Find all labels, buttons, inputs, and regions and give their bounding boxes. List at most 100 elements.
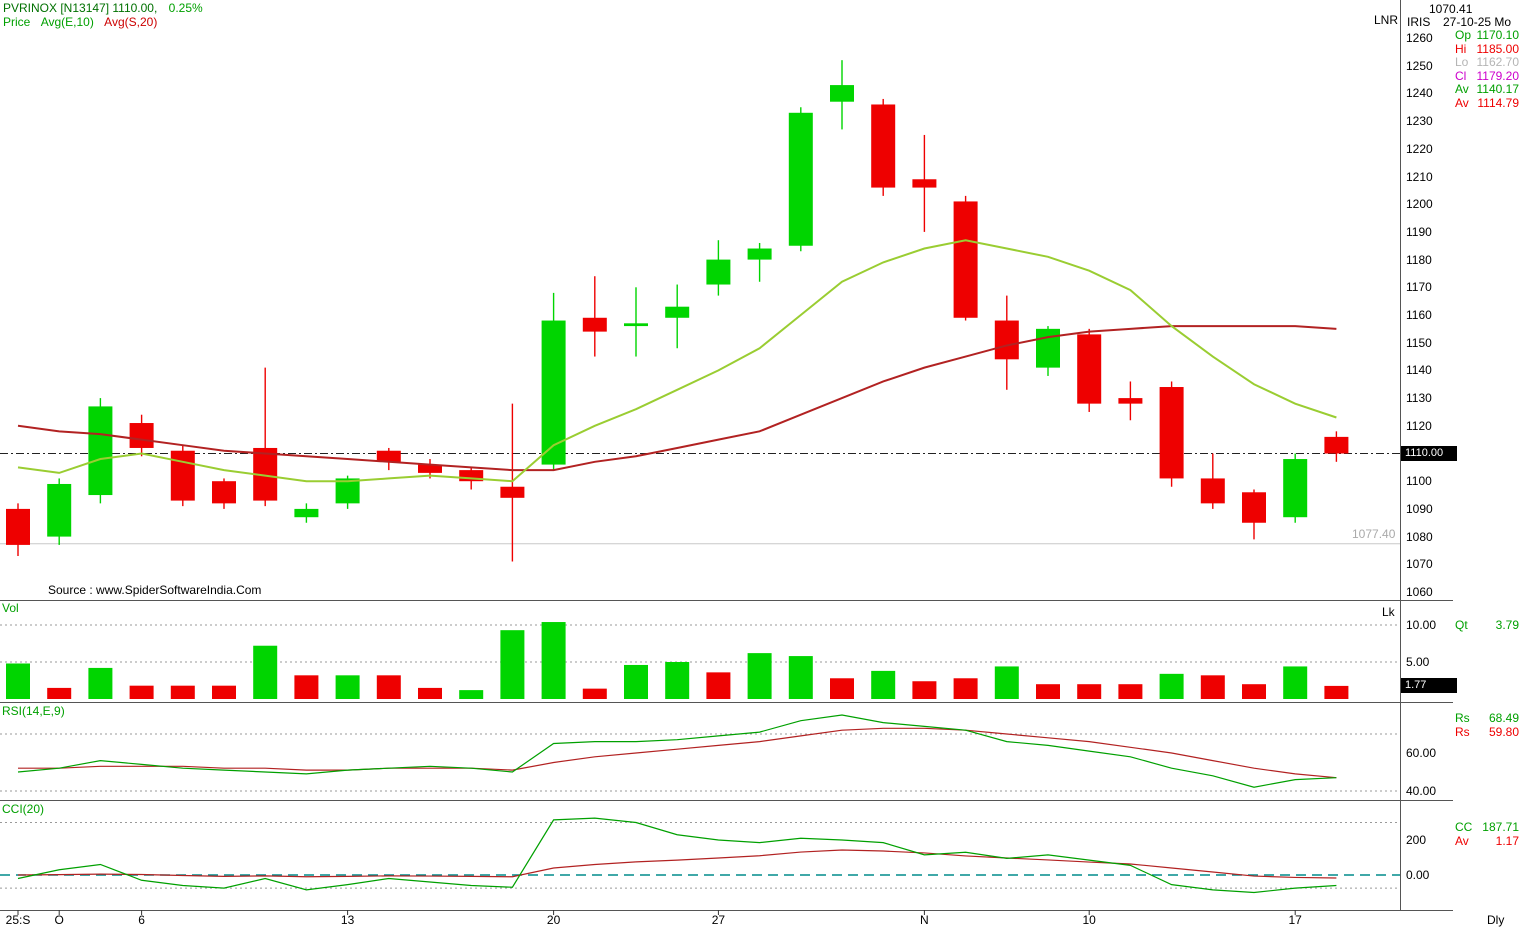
- ohlc-row: Hi 1185.00: [1455, 41, 1519, 57]
- cci-info-value: 187.71: [1482, 820, 1519, 834]
- candle-body: [624, 323, 648, 327]
- volume-bar: [953, 678, 978, 699]
- periodicity-label[interactable]: Dly: [1487, 913, 1505, 927]
- candle-body: [1159, 387, 1184, 479]
- candle-body: [88, 406, 113, 496]
- cci-avg-line: [17, 849, 1337, 879]
- info-ohlc-rows: Op 1170.10 Hi 1185.00 Lo 1162.70 Cl 1179.20 Av 11…: [1455, 28, 1520, 111]
- ohlc-value: 1162.70: [1476, 55, 1520, 70]
- ohlc-row: Op 1170.10: [1455, 28, 1520, 43]
- candle-body: [500, 486, 525, 498]
- volume-info-label: Qt: [1455, 618, 1468, 632]
- volume-bar: [1118, 684, 1143, 699]
- candle-body: [129, 423, 154, 448]
- change-percent: 0.25%: [168, 1, 203, 15]
- volume-bar: [541, 622, 566, 699]
- info-volume-rows: Qt 3.79: [1455, 618, 1519, 633]
- volume-bar: [706, 672, 731, 699]
- volume-bar: [47, 687, 72, 699]
- volume-bar: [170, 685, 195, 699]
- ohlc-label: Hi: [1455, 41, 1467, 56]
- candle-body: [459, 470, 484, 482]
- candle-body: [788, 112, 813, 246]
- ema10-line: [17, 239, 1337, 483]
- info-symbol[interactable]: IRIS: [1407, 15, 1431, 29]
- ohlc-row: Av 1114.79: [1455, 95, 1519, 111]
- ohlc-label: Lo: [1455, 55, 1469, 70]
- volume-bar: [376, 675, 401, 699]
- volume-bar: [1200, 675, 1225, 699]
- candle-body: [830, 85, 854, 102]
- volume-bar: [665, 662, 690, 699]
- candle-body: [335, 478, 360, 504]
- candle-body: [912, 179, 937, 188]
- candle-body: [541, 320, 566, 465]
- current-volume-box: 1.77: [1401, 678, 1457, 693]
- ohlc-label: Av: [1455, 82, 1469, 97]
- ohlc-label: Av: [1455, 95, 1469, 110]
- volume-bar: [912, 681, 937, 699]
- volume-bar: [871, 670, 896, 699]
- volume-bar: [582, 688, 607, 699]
- volume-panel-label[interactable]: Vol: [2, 601, 19, 615]
- candle-body: [1036, 328, 1060, 368]
- volume-bar: [212, 685, 236, 699]
- lnr-label: LNR: [1374, 13, 1399, 27]
- ohlc-row: Av 1140.17: [1455, 83, 1519, 97]
- cci-panel-label[interactable]: CCI(20): [2, 802, 45, 816]
- symbol-title-text: PVRINOX [N13147] 1110.00,: [3, 1, 158, 15]
- candle-body: [1242, 492, 1266, 523]
- volume-info-value: 3.79: [1495, 618, 1519, 632]
- ohlc-value: 1140.17: [1476, 82, 1520, 97]
- cci-info-label: Av: [1455, 833, 1469, 848]
- candle-body: [212, 481, 236, 504]
- cci-info-row: CC 187.71: [1455, 820, 1519, 835]
- rsi-panel-label[interactable]: RSI(14,E,9): [2, 704, 65, 718]
- info-date: 27-10-25 Mo: [1443, 15, 1512, 29]
- candle-body: [871, 104, 896, 188]
- candle-body: [47, 483, 72, 537]
- legend-avg-s-label[interactable]: Avg(S,20): [104, 15, 158, 29]
- volume-bar: [418, 687, 442, 699]
- candle-body: [665, 306, 690, 318]
- symbol-title: PVRINOX [N13147] 1110.00, 0.25%: [3, 1, 203, 15]
- candle-body: [1324, 436, 1349, 454]
- cci-info-row: Av 1.17: [1455, 833, 1519, 849]
- volume-bar: [459, 690, 484, 699]
- candle-body: [747, 248, 772, 260]
- volume-bar: [1283, 666, 1308, 699]
- gray-level-label: 1077.40: [1352, 527, 1396, 541]
- candle-body: [1077, 334, 1102, 404]
- candle-body: [1283, 459, 1308, 518]
- candle-body: [706, 259, 731, 285]
- volume-bar: [1242, 684, 1266, 699]
- legend-avg-e-label[interactable]: Avg(E,10): [40, 15, 94, 29]
- cci-info-label: CC: [1455, 820, 1473, 834]
- volume-bar: [788, 656, 813, 699]
- volume-bar: [88, 667, 113, 699]
- volume-bar: [129, 685, 154, 699]
- candle-body: [582, 317, 607, 332]
- volume-bar: [1036, 684, 1060, 699]
- cci-info-value: 1.17: [1495, 833, 1519, 848]
- indicator-legend: Price Avg(E,10) Avg(S,20): [3, 15, 157, 29]
- info-rsi-rows: Rs 68.49 Rs 59.80: [1455, 711, 1519, 739]
- sma20-line: [17, 325, 1337, 472]
- volume-info-row: Qt 3.79: [1455, 618, 1519, 633]
- ohlc-value: 1179.20: [1476, 68, 1520, 83]
- candle-body: [170, 450, 195, 501]
- volume-bar: [830, 678, 854, 699]
- volume-bar: [335, 675, 360, 699]
- candle-body: [294, 508, 319, 518]
- candle-body: [1118, 398, 1143, 404]
- ohlc-value: 1170.10: [1476, 28, 1520, 42]
- ohlc-value: 1114.79: [1477, 95, 1519, 110]
- rsi-info-value: 68.49: [1488, 711, 1519, 725]
- rsi-line: [17, 714, 1337, 788]
- info-top-value: 1070.41: [1429, 2, 1473, 16]
- volume-bar: [624, 664, 648, 699]
- volume-bar: [6, 663, 30, 699]
- volume-bar: [1324, 685, 1349, 699]
- info-cci-rows: CC 187.71 Av 1.17: [1455, 820, 1519, 849]
